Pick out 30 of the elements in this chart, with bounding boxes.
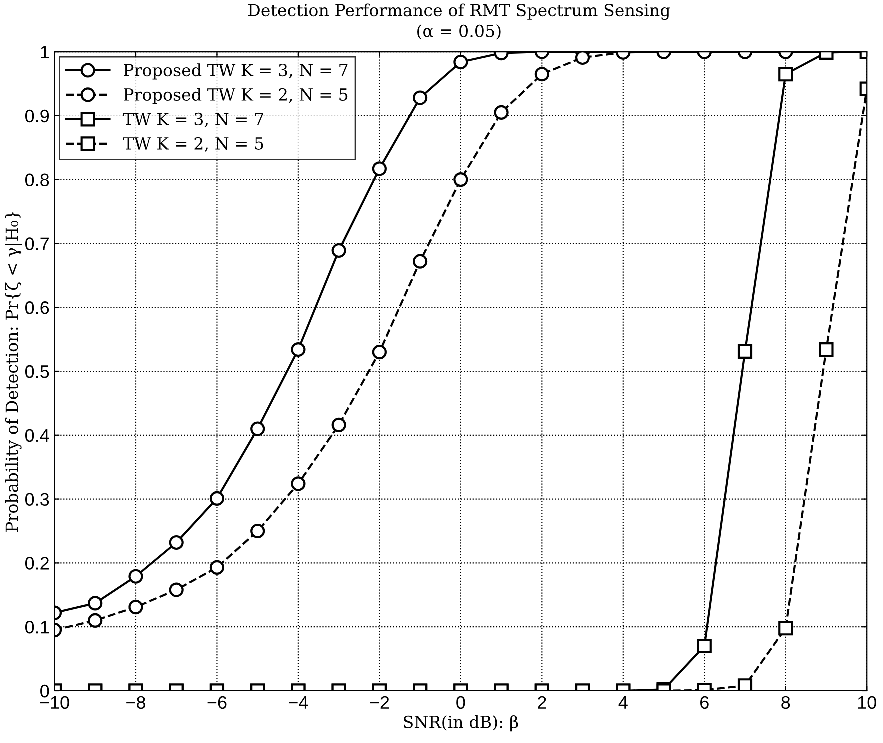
x-tick-label: 0 [456,696,466,710]
y-tick-label: 0.3 [25,493,50,506]
x-tick-label: 10 [858,696,876,710]
y-tick-label: 0.1 [25,621,50,634]
y-tick-label: 0.6 [25,302,50,314]
y-tick-label: 0.8 [25,174,50,187]
legend-label: Proposed TW K = 3, N = 7 [124,64,348,80]
x-tick-label: −6 [208,696,227,710]
y-tick-label: 0 [40,684,50,698]
x-tick-label: −8 [126,696,146,710]
y-tick-label: 0.5 [25,365,50,378]
legend-label: TW K = 2, N = 5 [123,137,264,152]
x-tick-label: −2 [370,696,390,709]
x-tick-label: 2 [538,696,546,709]
y-tick-label: 0.9 [25,110,50,123]
x-tick-label: 4 [618,696,628,709]
chart-subtitle: (α = 0.05) [418,24,501,40]
chart-title: Detection Performance of RMT Spectrum Sensing [248,4,670,20]
x-tick-label: 8 [782,696,790,710]
x-tick-label: −10 [40,696,70,710]
y-tick-label: 0.4 [25,429,50,442]
y-tick-label: 1 [41,46,50,59]
legend-label: Proposed TW K = 2, N = 5 [124,88,348,104]
y-tick-label: 0.2 [25,557,49,570]
y-tick-label: 0.7 [25,238,49,250]
x-axis-title: SNR(in dB): β [404,715,518,732]
legend-label: TW K = 3, N = 7 [123,112,264,128]
y-axis-title: Probability of Detection: Pr{ζ < γ|H₀} [5,212,22,532]
x-tick-label: −4 [289,696,308,709]
x-tick-label: 6 [700,696,709,710]
